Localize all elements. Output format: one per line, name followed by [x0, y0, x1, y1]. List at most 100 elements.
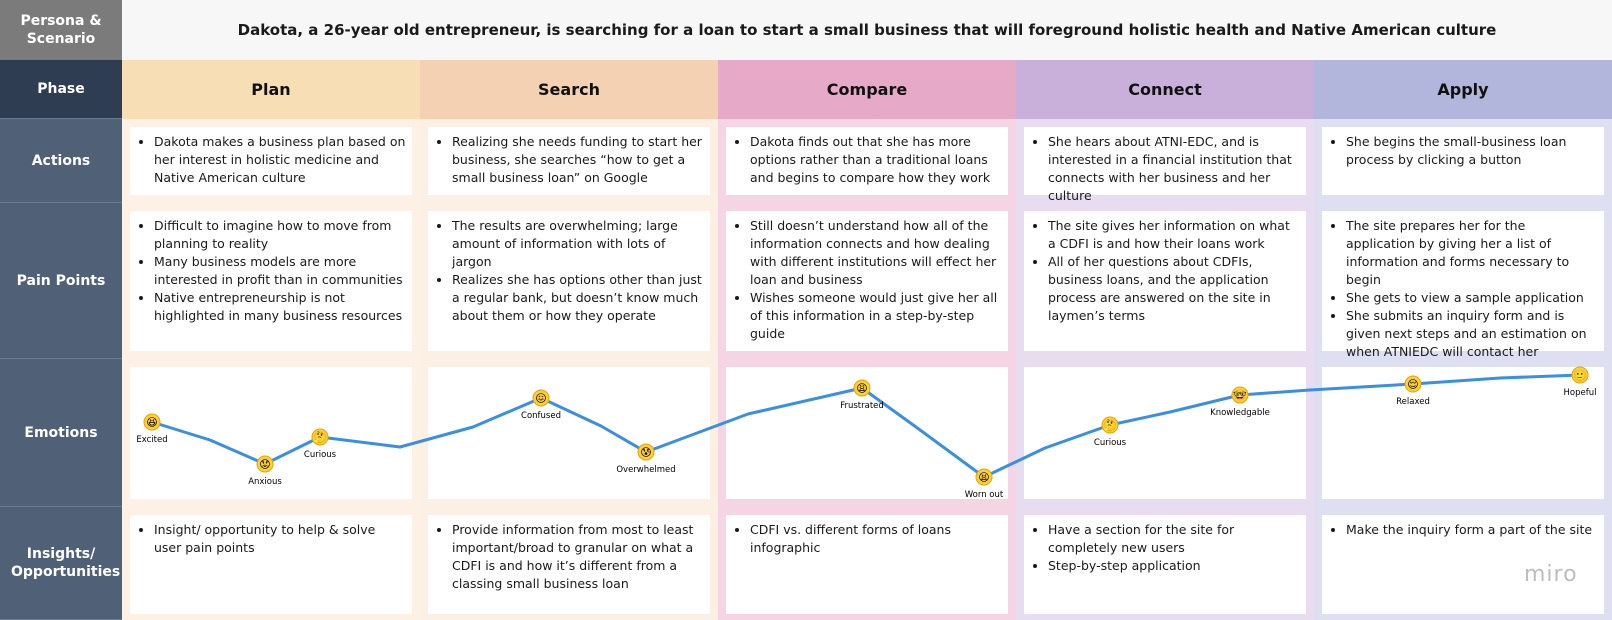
emoji-face-icon	[975, 468, 993, 486]
actions-card: Dakota makes a business plan based on he…	[130, 127, 412, 195]
bullet-item: Provide information from most to least i…	[452, 521, 704, 593]
emoji-face-icon	[637, 443, 655, 461]
row-label-phase-text: Phase	[37, 81, 85, 97]
row-label-insights-text: Insights/ Opportunities	[11, 546, 121, 580]
insights-card: Insight/ opportunity to help & solve use…	[130, 515, 412, 614]
emotion-label: Relaxed	[1396, 397, 1430, 407]
emotion-point: 🤔 Curious	[1094, 416, 1127, 448]
bullet-item: The site prepares her for the applicatio…	[1346, 217, 1598, 289]
bullet-item: Insight/ opportunity to help & solve use…	[154, 521, 406, 557]
emoji-glyph-icon: 🤔	[1103, 419, 1117, 432]
emoji-glyph-icon: 😫	[978, 471, 989, 484]
emoji-face-icon	[1101, 416, 1119, 434]
emoji-face-icon	[853, 379, 871, 397]
bullet-item: Many business models are more interested…	[154, 253, 406, 289]
bullet-list: The results are overwhelming; large amou…	[438, 217, 704, 325]
bullet-item: All of her questions about CDFIs, busine…	[1048, 253, 1300, 325]
bullet-item: The site gives her information on what a…	[1048, 217, 1300, 253]
bullet-item: Difficult to imagine how to move from pl…	[154, 217, 406, 253]
actions-card: Realizing she needs funding to start her…	[428, 127, 710, 195]
miro-logo: miro	[1524, 562, 1578, 587]
bullet-item: Step-by-step application	[1048, 557, 1300, 575]
pain-points-card: The site gives her information on what a…	[1024, 211, 1306, 351]
insights-card: CDFI vs. different forms of loans infogr…	[726, 515, 1008, 614]
emotion-point: 😟 Anxious	[248, 455, 282, 487]
emoji-glyph-icon: 🤓	[1233, 389, 1247, 402]
pain-points-card: The results are overwhelming; large amou…	[428, 211, 710, 351]
emotion-point: 😆 Excited	[136, 413, 168, 445]
emoji-glyph-icon: 😰	[640, 446, 651, 459]
pain-points-card: Difficult to imagine how to move from pl…	[130, 211, 412, 351]
pain-points-card: Still doesn’t understand how all of the …	[726, 211, 1008, 351]
insights-card: Have a section for the site for complete…	[1024, 515, 1306, 614]
phase-header-compare: Compare	[718, 60, 1016, 119]
bullet-item: Make the inquiry form a part of the site	[1346, 521, 1598, 539]
bullet-item: Realizes she has options other than just…	[452, 271, 704, 325]
emotion-card	[130, 367, 412, 499]
emotion-label: Anxious	[248, 477, 282, 487]
bullet-list: CDFI vs. different forms of loans infogr…	[736, 521, 1002, 557]
emoji-glyph-icon: 😩	[856, 382, 867, 395]
emotion-label: Hopeful	[1564, 388, 1597, 398]
emoji-face-icon	[311, 428, 329, 446]
bullet-item: Dakota finds out that she has more optio…	[750, 133, 1002, 187]
bullet-item: CDFI vs. different forms of loans infogr…	[750, 521, 1002, 557]
scenario-text: Dakota, a 26-year old entrepreneur, is s…	[237, 21, 1497, 39]
bullet-list: Dakota finds out that she has more optio…	[736, 133, 1002, 187]
emotion-label: Worn out	[965, 490, 1004, 500]
emoji-face-icon	[1231, 386, 1249, 404]
emoji-glyph-icon: 😟	[259, 458, 270, 471]
emoji-glyph-icon: 🙂	[1573, 369, 1587, 382]
emotion-label: Frustrated	[840, 401, 884, 411]
emoji-glyph-icon: 😌	[1407, 378, 1418, 391]
emoji-face-icon	[1571, 366, 1589, 384]
bullet-item: Still doesn’t understand how all of the …	[750, 217, 1002, 289]
emotion-point: 😰 Overwhelmed	[616, 443, 676, 475]
bullet-list: She begins the small-business loan proce…	[1332, 133, 1598, 169]
insights-card: Provide information from most to least i…	[428, 515, 710, 614]
emotion-point: 😖 Confused	[521, 389, 561, 421]
emotion-label: Confused	[521, 411, 561, 421]
phase-header-connect: Connect	[1016, 60, 1314, 119]
phase-header-apply: Apply	[1314, 60, 1612, 119]
row-label-insights: Insights/ Opportunities	[0, 507, 122, 620]
phase-name: Compare	[826, 80, 908, 99]
emoji-glyph-icon: 🤔	[313, 431, 327, 444]
bullet-list: Have a section for the site for complete…	[1034, 521, 1300, 575]
bullet-item: Wishes someone would just give her all o…	[750, 289, 1002, 343]
row-label-pain-points-text: Pain Points	[16, 272, 106, 289]
row-label-pain-points: Pain Points	[0, 203, 122, 359]
pain-points-card: The site prepares her for the applicatio…	[1322, 211, 1604, 359]
emotion-point: 🤔 Curious	[304, 428, 337, 460]
miro-logo-text: miro	[1524, 562, 1578, 587]
actions-card: Dakota finds out that she has more optio…	[726, 127, 1008, 195]
phase-header-search: Search	[420, 60, 718, 119]
bullet-list: The site gives her information on what a…	[1034, 217, 1300, 325]
phase-name: Connect	[1128, 80, 1202, 99]
emotion-card	[428, 367, 710, 499]
bullet-item: Have a section for the site for complete…	[1048, 521, 1300, 557]
row-label-actions-text: Actions	[31, 152, 91, 169]
emotion-point: 😫 Worn out	[965, 468, 1004, 500]
emotion-card	[1322, 367, 1604, 499]
bullet-item: The results are overwhelming; large amou…	[452, 217, 704, 271]
row-label-emotions-text: Emotions	[24, 424, 98, 441]
phase-name: Apply	[1437, 80, 1489, 99]
phase-header-plan: Plan	[122, 60, 420, 119]
emotion-card	[1024, 367, 1306, 499]
bullet-item: She gets to view a sample application	[1346, 289, 1598, 307]
emoji-face-icon	[256, 455, 274, 473]
scenario-banner: Dakota, a 26-year old entrepreneur, is s…	[122, 0, 1612, 60]
emoji-face-icon	[532, 389, 550, 407]
bullet-item: She hears about ATNI-EDC, and is interes…	[1048, 133, 1300, 205]
emotion-label: Overwhelmed	[616, 465, 675, 475]
bullet-list: Make the inquiry form a part of the site	[1332, 521, 1598, 539]
insights-card: Make the inquiry form a part of the site	[1322, 515, 1604, 614]
bullet-list: Still doesn’t understand how all of the …	[736, 217, 1002, 343]
row-label-emotions: Emotions	[0, 359, 122, 507]
bullet-list: The site prepares her for the applicatio…	[1332, 217, 1598, 361]
bullet-item: Native entrepreneurship is not highlight…	[154, 289, 406, 325]
bullet-list: Insight/ opportunity to help & solve use…	[140, 521, 406, 557]
row-label-phase: Phase	[0, 60, 122, 119]
emotion-label: Excited	[136, 435, 167, 445]
